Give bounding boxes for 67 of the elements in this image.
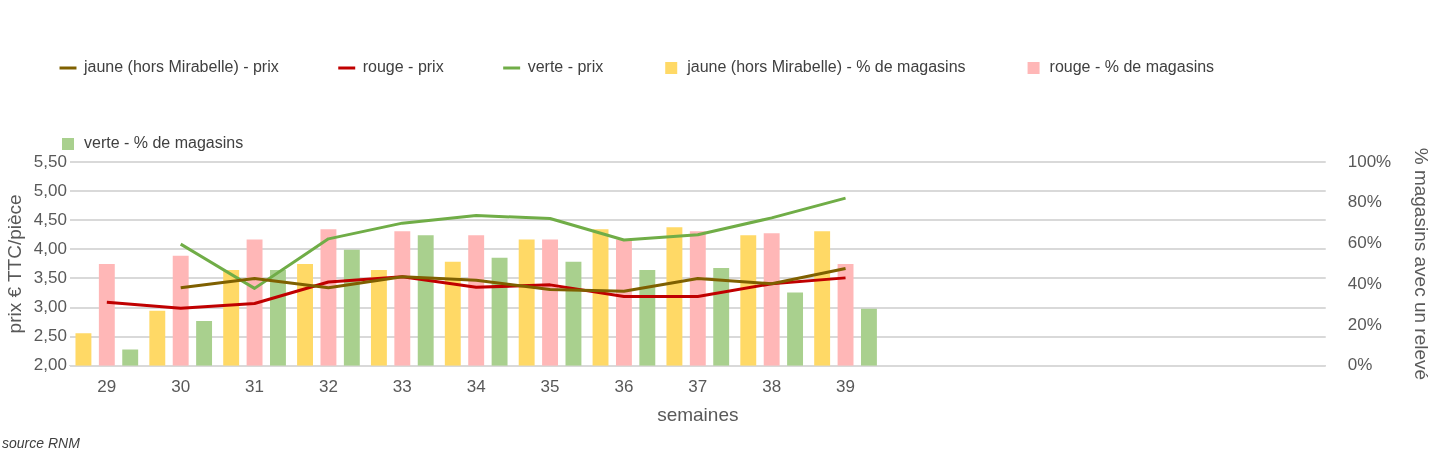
x-tick-label: 39 — [836, 376, 856, 396]
legend-label: verte - % de magasins — [84, 134, 244, 152]
bar — [740, 235, 757, 366]
x-axis-title: semaines — [657, 403, 739, 425]
bar — [172, 255, 189, 366]
bar — [565, 261, 582, 366]
bar — [860, 308, 877, 366]
y2-tick-label: 80% — [1347, 192, 1382, 212]
legend-label: verte - prix — [527, 58, 604, 76]
y-axis-title: prix € TTC/pièce — [3, 194, 25, 334]
bar — [787, 292, 804, 366]
bar — [468, 235, 485, 366]
bar — [370, 270, 387, 366]
y2-tick-label: 40% — [1347, 273, 1382, 293]
y2-tick-label: 0% — [1347, 355, 1373, 375]
bar — [542, 239, 559, 366]
x-tick-label: 33 — [392, 376, 412, 396]
bar — [713, 267, 730, 366]
bar — [417, 235, 434, 366]
bar — [297, 263, 313, 366]
bar — [196, 320, 213, 366]
x-tick-label: 29 — [97, 376, 117, 396]
bar — [98, 263, 115, 366]
x-tick-label: 30 — [171, 376, 191, 396]
x-tick-label: 31 — [245, 376, 265, 396]
legend-label: jaune (hors Mirabelle) - % de magasins — [686, 58, 966, 76]
bar — [689, 231, 706, 366]
y-tick-label: 4,00 — [33, 239, 67, 259]
bar — [246, 239, 263, 366]
bar — [837, 263, 854, 366]
y-tick-label: 4,50 — [33, 209, 67, 229]
bar — [615, 239, 632, 366]
bar — [75, 333, 92, 366]
source-note: source RNM — [2, 435, 80, 451]
y2-tick-label: 60% — [1347, 233, 1382, 253]
bar — [518, 239, 535, 366]
y-tick-label: 2,00 — [33, 355, 67, 375]
bar — [394, 231, 411, 366]
y2-tick-label: 20% — [1347, 314, 1382, 334]
bar — [639, 270, 656, 366]
x-tick-label: 32 — [318, 376, 338, 396]
x-tick-label: 34 — [466, 376, 486, 396]
y2-axis-title: % magasins avec un relevé — [1411, 147, 1433, 381]
x-tick-label: 38 — [762, 376, 782, 396]
bar — [763, 233, 780, 366]
bar — [491, 257, 508, 366]
bar — [343, 249, 360, 366]
y2-tick-label: 100% — [1347, 151, 1392, 171]
legend-label: jaune (hors Mirabelle) - prix — [83, 58, 279, 76]
x-tick-label: 35 — [540, 376, 560, 396]
y-tick-label: 2,50 — [33, 326, 67, 346]
y-tick-label: 3,50 — [33, 268, 67, 288]
y-tick-label: 5,50 — [33, 151, 67, 171]
x-tick-label: 37 — [688, 376, 708, 396]
bar — [223, 270, 240, 366]
bar — [122, 349, 139, 366]
bar — [149, 310, 166, 366]
bar — [666, 227, 683, 366]
x-tick-label: 36 — [614, 376, 634, 396]
y-tick-label: 5,00 — [33, 180, 67, 200]
y-tick-label: 3,00 — [33, 297, 67, 317]
bar — [320, 229, 337, 366]
legend-label: rouge - % de magasins — [1049, 58, 1215, 76]
bar — [444, 261, 461, 366]
bar — [270, 270, 286, 366]
legend-label: rouge - prix — [362, 58, 444, 76]
bar — [814, 231, 831, 366]
